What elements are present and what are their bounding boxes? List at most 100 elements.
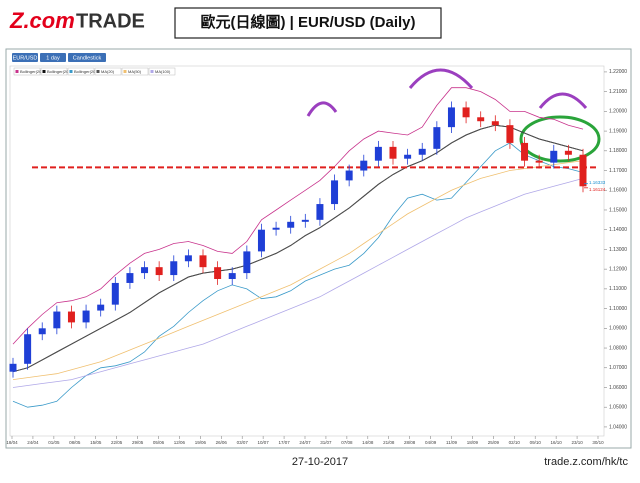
- candle-body: [477, 117, 485, 122]
- legend-box: [67, 67, 95, 76]
- annotation-arc: [538, 92, 588, 109]
- candle-body: [316, 204, 324, 220]
- candle-body: [67, 311, 75, 323]
- indicator-line: [12, 124, 584, 373]
- logo-brand: Z.com: [9, 8, 75, 33]
- legend-label: Bollinger(20): [20, 69, 43, 74]
- legend-swatch: [69, 70, 73, 73]
- toolbar-tab: [12, 53, 38, 62]
- y-tick-label: 1.09000: [609, 326, 627, 332]
- y-tick-label: 1.14000: [609, 227, 627, 233]
- legend-label: MA(20): [101, 69, 115, 74]
- annotation-ellipse: [519, 115, 601, 163]
- x-tick-label: 30/10: [592, 440, 604, 445]
- price-label: 1.16124: [589, 187, 606, 192]
- candle-body: [550, 150, 558, 163]
- x-tick-label: 17/07: [278, 440, 290, 445]
- x-tick-label: 03/07: [237, 440, 249, 445]
- footer-url: trade.z.com/hk/tc: [544, 456, 628, 468]
- x-tick-label: 24/04: [27, 440, 39, 445]
- x-tick-label: 21/08: [383, 440, 395, 445]
- legend-box: [94, 67, 122, 76]
- legend-label: Bollinger(20): [47, 69, 70, 74]
- candle-body: [433, 127, 441, 149]
- title-box: [174, 7, 442, 39]
- candle-body: [141, 267, 149, 274]
- candle-body: [214, 267, 222, 280]
- x-tick-label: 12/06: [174, 440, 186, 445]
- candle-body: [272, 227, 280, 230]
- y-tick-label: 1.21000: [609, 89, 627, 95]
- x-tick-label: 07/08: [341, 440, 353, 445]
- x-tick-label: 31/07: [320, 440, 332, 445]
- legend-label: MA(100): [155, 69, 171, 74]
- candle-body: [184, 255, 192, 262]
- x-tick-label: 18/09: [467, 440, 479, 445]
- legend-swatch: [42, 70, 46, 73]
- x-tick-label: 19/06: [195, 440, 207, 445]
- x-tick-label: 02/10: [509, 440, 521, 445]
- candle-body: [389, 146, 397, 159]
- legend-swatch: [96, 70, 100, 73]
- title: 歐元(日線圖) | EUR/USD (Daily): [200, 13, 415, 31]
- candle-body: [24, 334, 32, 364]
- toolbar-label: EUR/USD: [13, 55, 38, 61]
- candle-body: [404, 154, 412, 159]
- x-tick-label: 29/05: [132, 440, 144, 445]
- legend-box: [121, 67, 149, 76]
- legend-swatch: [123, 70, 127, 73]
- legend-swatch: [15, 70, 19, 73]
- y-tick-label: 1.19000: [609, 128, 627, 134]
- candle-body: [491, 121, 499, 126]
- x-tick-label: 18/04: [6, 440, 18, 445]
- candle-body: [97, 304, 105, 311]
- candle-body: [506, 125, 514, 143]
- candle-body: [579, 154, 587, 187]
- y-tick-label: 1.08000: [609, 345, 627, 351]
- candle-body: [521, 142, 529, 161]
- legend-swatch: [150, 70, 154, 73]
- candle-body: [418, 148, 426, 155]
- legend-label: MA(50): [128, 69, 142, 74]
- x-tick-label: 01/05: [48, 440, 60, 445]
- candle-body: [9, 363, 17, 372]
- legend-label: Bollinger(20): [74, 69, 97, 74]
- x-tick-label: 25/09: [488, 440, 500, 445]
- x-tick-label: 26/06: [216, 440, 228, 445]
- candle-body: [82, 310, 90, 323]
- x-tick-label: 24/07: [299, 440, 311, 445]
- x-tick-label: 10/07: [258, 440, 270, 445]
- logo-product: TRADE: [76, 10, 145, 32]
- y-tick-label: 1.18000: [609, 148, 627, 154]
- candle-body: [331, 180, 339, 205]
- x-tick-label: 11/09: [446, 440, 457, 445]
- x-tick-label: 16/10: [551, 440, 563, 445]
- candle-body: [462, 107, 470, 118]
- candle-body: [374, 146, 382, 161]
- x-tick-label: 22/05: [111, 440, 123, 445]
- price-label: 1.16333: [589, 180, 606, 185]
- candle-body: [126, 273, 134, 283]
- candle-body: [564, 150, 572, 155]
- x-tick-label: 05/06: [153, 440, 165, 445]
- y-tick-label: 1.11000: [609, 286, 627, 292]
- y-tick-label: 1.07000: [609, 365, 627, 371]
- y-tick-label: 1.16000: [609, 188, 627, 194]
- footer-date: 27-10-2017: [292, 456, 348, 468]
- x-tick-label: 14/08: [362, 440, 374, 445]
- y-tick-label: 1.10000: [609, 306, 627, 312]
- candle-body: [287, 221, 295, 228]
- y-tick-label: 1.17000: [609, 168, 627, 174]
- toolbar-tab: [40, 53, 66, 62]
- plot-area: [9, 65, 605, 437]
- candle-body: [111, 282, 119, 305]
- legend-box: [148, 67, 176, 76]
- x-tick-label: 04/09: [425, 440, 437, 445]
- candle-body: [345, 170, 353, 181]
- x-tick-label: 23/10: [571, 440, 583, 445]
- candle-body: [535, 160, 543, 163]
- indicator-line: [12, 142, 584, 408]
- x-tick-label: 08/05: [69, 440, 81, 445]
- y-tick-label: 1.12000: [609, 266, 627, 272]
